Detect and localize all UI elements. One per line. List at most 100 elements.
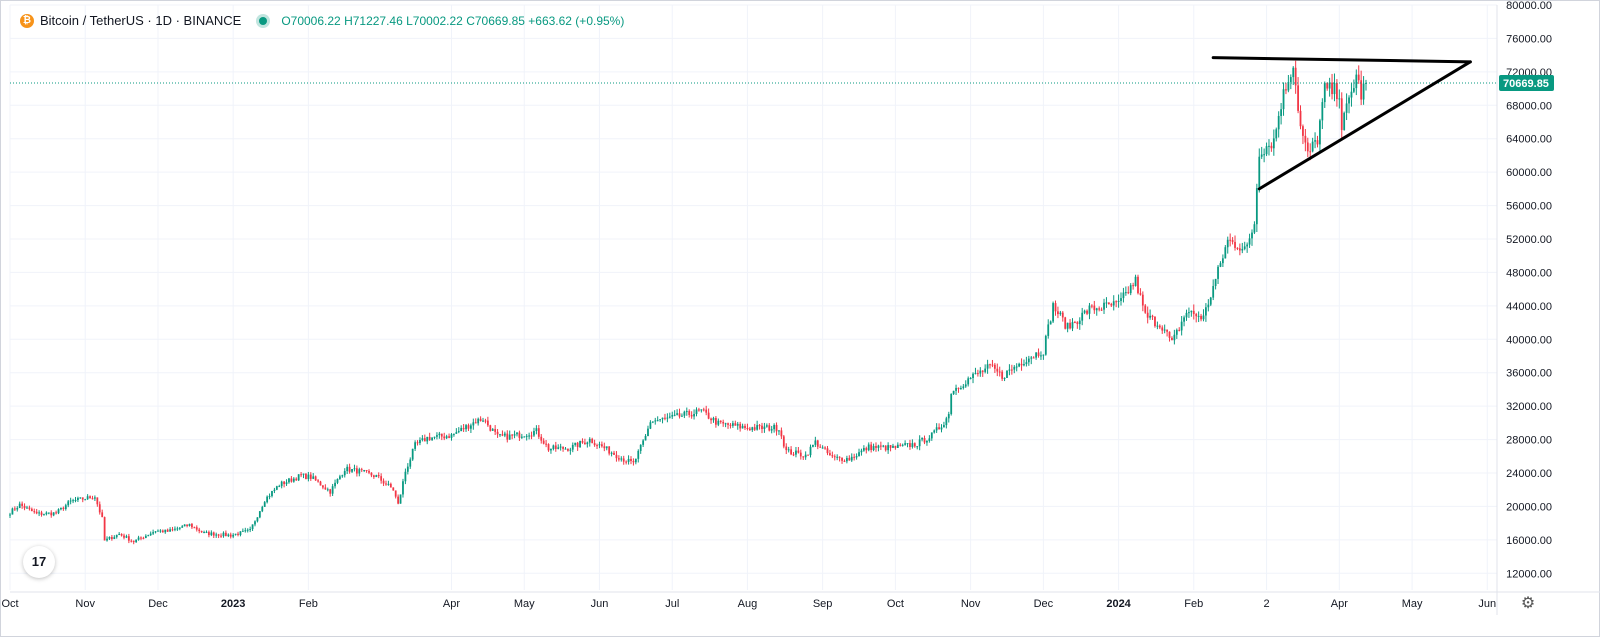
- candle-body: [998, 371, 1001, 373]
- candle-body: [406, 466, 409, 472]
- candle-body: [700, 409, 703, 411]
- candle-body: [867, 444, 870, 451]
- candle-body: [1224, 247, 1227, 259]
- candle-body: [280, 481, 283, 487]
- candle-body: [453, 433, 455, 435]
- candle-body: [178, 527, 181, 529]
- symbol-title[interactable]: Bitcoin / TetherUS · 1D · BINANCE: [40, 13, 242, 28]
- candle-body: [47, 512, 50, 514]
- candle-body: [887, 445, 890, 451]
- candle-body: [722, 421, 725, 424]
- candle-body: [399, 494, 402, 504]
- candle-body: [38, 512, 41, 514]
- close-value: C70669.85: [466, 13, 525, 28]
- candle-body: [780, 430, 783, 437]
- candle-body: [288, 478, 290, 483]
- candle-body: [275, 486, 278, 490]
- candle-body: [1081, 312, 1084, 321]
- candle-body: [557, 447, 560, 449]
- candle-body: [132, 540, 135, 543]
- candle-body: [1319, 120, 1321, 145]
- candle-body: [224, 532, 227, 536]
- triangle-lower-line[interactable]: [1257, 60, 1472, 191]
- candle-body: [1289, 77, 1292, 82]
- candle-body: [200, 531, 203, 533]
- candle-body: [1030, 357, 1033, 359]
- candle-body: [433, 436, 436, 438]
- candle-body: [666, 417, 669, 419]
- candle-body: [127, 536, 130, 541]
- x-tick-label: Dec: [1034, 598, 1054, 610]
- candle-body: [1265, 146, 1268, 155]
- candle-body: [593, 443, 596, 446]
- candle-body: [807, 454, 809, 456]
- candle-body: [319, 481, 322, 486]
- candle-body: [1321, 102, 1324, 121]
- candle-body: [513, 434, 516, 436]
- candle-body: [933, 430, 936, 433]
- candle-body: [1074, 322, 1076, 324]
- y-tick-label: 76000.00: [1506, 33, 1552, 45]
- candle-body: [916, 446, 919, 448]
- triangle-upper-line[interactable]: [1211, 56, 1472, 64]
- candle-body: [467, 425, 470, 429]
- candle-body: [258, 511, 261, 518]
- candle-body: [1103, 302, 1105, 310]
- y-tick-label: 80000.00: [1506, 0, 1552, 12]
- candle-body: [9, 514, 11, 516]
- candle-body: [1255, 188, 1258, 225]
- candle-body: [1083, 310, 1086, 313]
- tradingview-logo-icon[interactable]: 17: [23, 546, 55, 578]
- last-price-tag[interactable]: [1499, 74, 1554, 91]
- candle-body: [559, 446, 562, 448]
- candle-body: [1144, 305, 1147, 313]
- gear-icon[interactable]: ⚙: [1520, 595, 1536, 612]
- candle-body: [499, 434, 501, 436]
- candle-body: [149, 533, 152, 536]
- candle-body: [1331, 82, 1333, 95]
- candle-body: [947, 414, 950, 419]
- candle-body: [877, 445, 880, 448]
- market-status-icon[interactable]: [259, 16, 268, 25]
- candle-body: [957, 387, 960, 389]
- y-tick-label: 48000.00: [1506, 267, 1552, 279]
- candle-body: [103, 517, 106, 541]
- y-tick-label: 12000.00: [1506, 568, 1552, 580]
- candle-body: [1362, 83, 1365, 100]
- candle-body: [501, 434, 504, 436]
- candle-body: [926, 440, 928, 443]
- candle-body: [329, 489, 332, 494]
- candle-body: [516, 432, 518, 435]
- candle-body: [372, 475, 375, 478]
- candle-body: [186, 524, 188, 526]
- candle-body: [528, 435, 531, 437]
- candle-body: [1338, 98, 1341, 100]
- candle-body: [489, 425, 492, 431]
- candle-body: [1105, 302, 1108, 304]
- candle-body: [508, 434, 511, 440]
- candle-body: [1158, 325, 1161, 328]
- candle-body: [617, 458, 620, 460]
- candle-body: [404, 471, 407, 482]
- candle-body: [545, 443, 547, 445]
- candle-body: [875, 446, 877, 448]
- candle-body: [634, 458, 637, 463]
- candle-body: [1035, 352, 1038, 358]
- candle-body: [613, 452, 615, 455]
- candle-body: [1323, 83, 1326, 103]
- candle-body: [1268, 145, 1270, 147]
- candle-body: [67, 501, 70, 506]
- candle-body: [60, 507, 62, 510]
- candle-body: [826, 448, 829, 454]
- candle-body: [862, 448, 865, 451]
- candle-body: [57, 509, 60, 514]
- candle-body: [326, 489, 329, 491]
- candle-body: [431, 437, 433, 441]
- candle-body: [135, 539, 138, 543]
- candle-body: [741, 425, 744, 429]
- candle-body: [962, 386, 965, 389]
- candle-body: [120, 533, 123, 536]
